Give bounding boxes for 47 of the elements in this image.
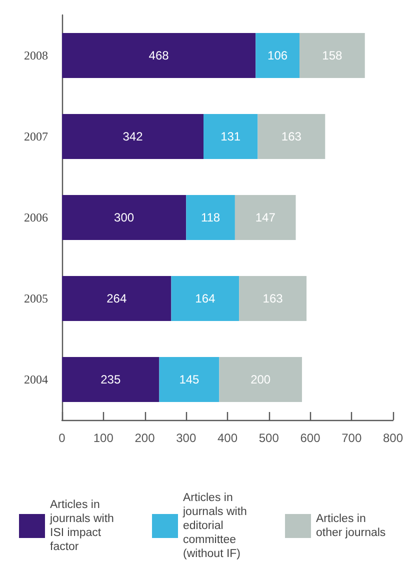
bar bbox=[234, 195, 296, 240]
y-tick-label: 2004 bbox=[24, 372, 48, 386]
bar bbox=[299, 33, 365, 78]
x-tick-label: 300 bbox=[176, 431, 196, 445]
y-tick-label: 2007 bbox=[24, 130, 48, 144]
data-label: 158 bbox=[322, 48, 343, 62]
x-tick-label: 500 bbox=[258, 431, 280, 445]
bar bbox=[62, 114, 204, 159]
legend-label: Articles in journals with editorial committee (without IF) bbox=[182, 492, 250, 560]
data-label: 342 bbox=[122, 130, 144, 144]
data-label: 164 bbox=[195, 292, 216, 306]
bar bbox=[159, 357, 220, 402]
bar bbox=[258, 114, 326, 159]
bar bbox=[171, 276, 240, 321]
x-tick-label: 200 bbox=[134, 431, 156, 445]
bar bbox=[62, 357, 160, 402]
bar bbox=[62, 276, 172, 321]
bar bbox=[219, 357, 302, 402]
legend-label: Articles in other journals bbox=[316, 513, 386, 539]
data-label: 468 bbox=[148, 48, 170, 62]
bar bbox=[186, 195, 235, 240]
x-tick-label: 700 bbox=[342, 431, 362, 445]
data-label: 200 bbox=[250, 372, 271, 386]
data-label: 147 bbox=[255, 210, 276, 224]
y-tick-label: 2008 bbox=[24, 48, 48, 62]
data-label: 145 bbox=[179, 372, 200, 386]
data-label: 106 bbox=[268, 48, 288, 62]
legend-label: Articles in journals with ISI impact factor bbox=[49, 499, 118, 553]
y-tick-label: 2005 bbox=[24, 292, 48, 306]
bar bbox=[204, 114, 258, 159]
x-tick-label: 100 bbox=[93, 431, 114, 445]
bar bbox=[256, 33, 300, 78]
data-label: 163 bbox=[262, 292, 284, 306]
x-tick-label: 400 bbox=[217, 431, 238, 445]
x-tick-label: 600 bbox=[300, 431, 321, 445]
bar bbox=[62, 33, 256, 78]
data-label: 163 bbox=[281, 130, 302, 144]
data-label: 235 bbox=[100, 372, 121, 386]
bar bbox=[62, 195, 186, 240]
x-tick-label: 0 bbox=[58, 431, 66, 445]
x-tick-label: 800 bbox=[382, 431, 404, 445]
y-tick-label: 2006 bbox=[24, 210, 48, 224]
data-label: 131 bbox=[220, 130, 241, 144]
data-label: 264 bbox=[106, 292, 127, 306]
data-label: 300 bbox=[114, 210, 134, 224]
data-label: 118 bbox=[200, 210, 220, 224]
bar bbox=[239, 276, 307, 321]
